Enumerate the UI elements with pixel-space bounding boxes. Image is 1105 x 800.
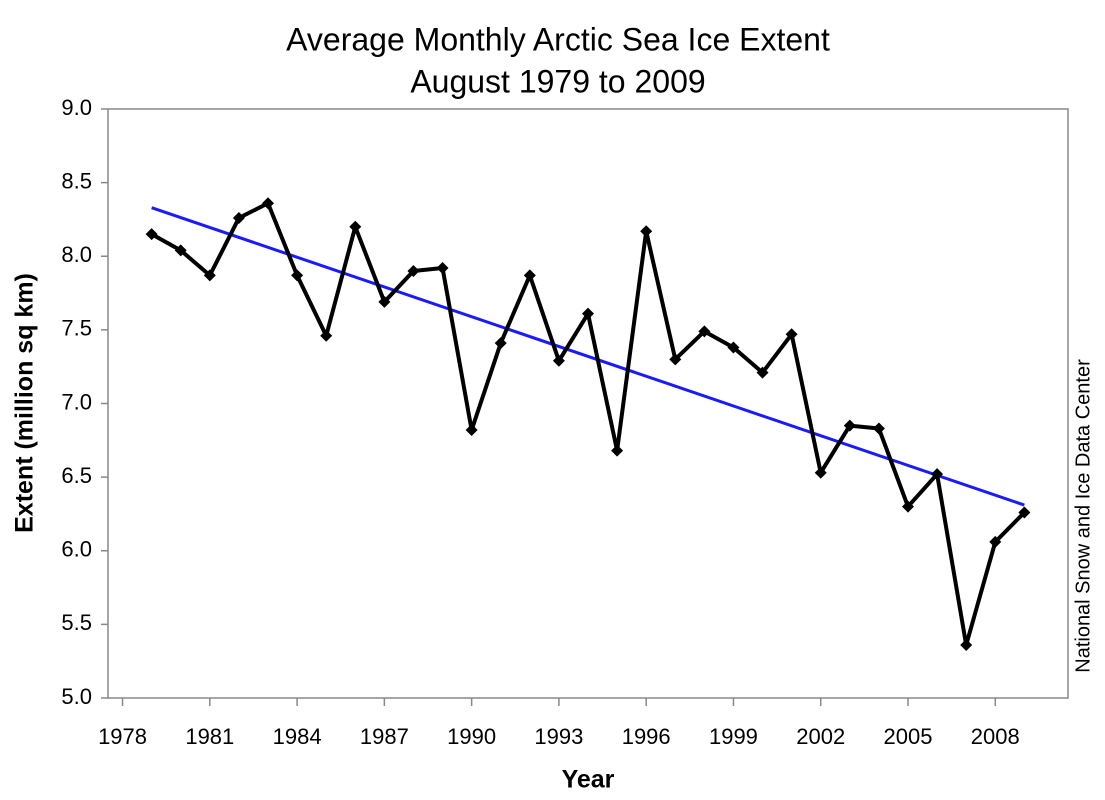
marker [552,354,565,367]
y-axis-label: Extent (million sq km) [11,273,39,533]
marker [1018,506,1031,519]
x-tick-label: 1981 [185,724,234,749]
marker [872,422,885,435]
x-tick-label: 1990 [447,724,496,749]
trend-line [151,206,1025,507]
x-tick-label: 1987 [360,724,409,749]
marker [203,269,216,282]
y-tick-label: 5.5 [61,610,92,635]
y-tick-label: 7.5 [61,316,92,341]
marker [814,466,827,479]
y-tick-label: 6.5 [61,463,92,488]
marker [174,244,187,257]
marker [465,424,478,437]
source-note: National Snow and Ice Data Center [1072,359,1094,673]
marker [262,197,274,210]
marker [494,337,507,350]
marker [407,264,420,277]
x-tick-label: 1978 [98,724,147,749]
y-tick-label: 7.0 [61,389,92,414]
marker [902,500,914,513]
marker [698,325,711,338]
marker [931,468,944,481]
y-tick-label: 8.0 [61,242,92,267]
marker [523,269,536,282]
marker [989,535,1002,548]
marker [611,444,624,457]
x-tick-label: 1999 [709,724,758,749]
x-tick-label: 1993 [534,724,583,749]
marker [785,328,798,341]
marker [756,366,769,379]
marker [349,220,362,233]
marker [843,419,856,432]
marker [582,307,594,320]
marker [145,228,158,241]
marker [378,295,391,308]
data-line [150,201,1026,647]
marker [727,341,740,354]
marker [669,353,682,366]
marker [436,262,449,275]
x-tick-label: 2008 [971,724,1020,749]
y-tick-label: 9.0 [61,95,92,120]
x-tick-label: 2002 [796,724,845,749]
marker [640,225,653,238]
marker [232,211,245,224]
x-tick-label: 1984 [273,724,322,749]
marker [320,329,333,342]
y-tick-label: 6.0 [61,537,92,562]
y-tick-label: 8.5 [61,168,92,193]
x-tick-label: 2005 [884,724,933,749]
x-tick-label: 1996 [622,724,671,749]
x-axis-label: Year [562,766,615,794]
plot-frame [107,108,1069,699]
chart-subtitle: August 1979 to 2009 [410,63,705,99]
y-tick-label: 5.0 [61,684,92,709]
marker [291,269,304,282]
chart-title: Average Monthly Arctic Sea Ice Extent [286,21,830,57]
marker [960,638,973,651]
